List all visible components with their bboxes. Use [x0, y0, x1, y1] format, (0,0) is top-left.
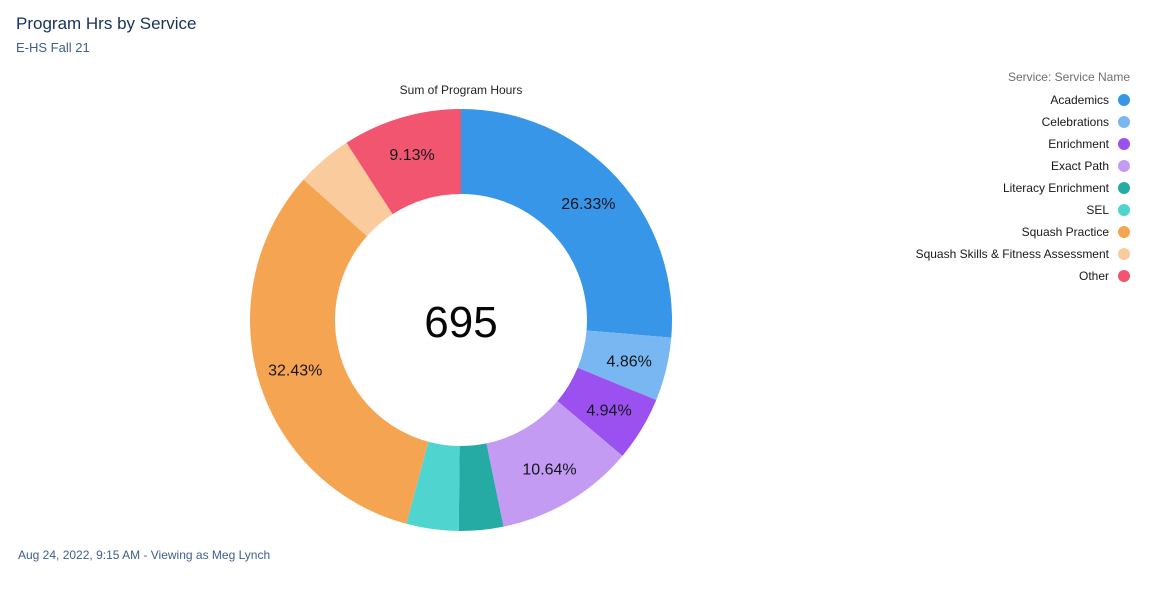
legend-label: Other — [1078, 269, 1109, 283]
legend-item[interactable]: Other — [916, 265, 1130, 287]
legend-label: Academics — [1050, 93, 1109, 107]
legend-swatch — [1118, 116, 1130, 128]
legend-title: Service: Service Name — [1007, 70, 1130, 84]
legend-item[interactable]: Enrichment — [916, 133, 1130, 155]
legend-item[interactable]: Squash Skills & Fitness Assessment — [916, 243, 1130, 265]
donut-slice-literacy-enrichment[interactable] — [458, 443, 504, 531]
legend-swatch — [1118, 138, 1130, 150]
chart-subtitle: E-HS Fall 21 — [16, 40, 90, 55]
legend-label: Enrichment — [1048, 137, 1109, 151]
donut-slice-labels: 26.33% 4.86% 4.94% 10.64% 32.43% 9.13% — [268, 147, 652, 479]
donut-slice-celebrations[interactable] — [577, 330, 672, 401]
donut-slice-other[interactable] — [346, 109, 461, 215]
slice-label: 9.13% — [389, 147, 434, 164]
legend-swatch — [1118, 182, 1130, 194]
legend-item[interactable]: Celebrations — [916, 111, 1130, 133]
donut-slice-exact-path[interactable] — [486, 401, 623, 527]
donut-slice-squash-skills-fitness-assessment[interactable] — [303, 142, 393, 237]
legend-item[interactable]: SEL — [916, 199, 1130, 221]
legend-swatch — [1118, 204, 1130, 216]
legend-label: SEL — [1086, 203, 1109, 217]
footer-timestamp: Aug 24, 2022, 9:15 AM - Viewing as Meg L… — [18, 548, 271, 562]
donut-chart: Sum of Program Hours 26.33% 4.86% 4.94% 10.… — [250, 83, 672, 531]
legend-label: Celebrations — [1041, 115, 1109, 129]
legend-item[interactable]: Exact Path — [916, 155, 1130, 177]
measure-label: Sum of Program Hours — [400, 83, 523, 97]
slice-label: 4.86% — [607, 353, 652, 370]
legend-item[interactable]: Literacy Enrichment — [916, 177, 1130, 199]
donut-slice-squash-practice[interactable] — [250, 179, 429, 524]
legend: Service: Service Name Academics Celebrati… — [916, 69, 1130, 287]
donut-slices — [250, 109, 672, 531]
legend-label: Squash Skills & Fitness Assessment — [915, 247, 1109, 261]
donut-slice-sel[interactable] — [406, 441, 460, 531]
slice-label: 4.94% — [586, 403, 631, 420]
chart-title: Program Hrs by Service — [16, 14, 197, 33]
donut-slice-enrichment[interactable] — [557, 367, 657, 456]
legend-label: Squash Practice — [1021, 225, 1109, 239]
legend-items: Academics Celebrations Enrichment Exact Pat… — [916, 89, 1130, 287]
legend-swatch — [1118, 160, 1130, 172]
legend-label: Exact Path — [1050, 159, 1109, 173]
legend-swatch — [1118, 270, 1130, 282]
slice-label: 26.33% — [561, 196, 615, 213]
slice-label: 10.64% — [522, 462, 576, 479]
legend-label: Literacy Enrichment — [1002, 181, 1109, 195]
legend-item[interactable]: Squash Practice — [916, 221, 1130, 243]
center-total: 695 — [424, 298, 497, 347]
slice-label: 32.43% — [268, 362, 322, 379]
legend-swatch — [1118, 94, 1130, 106]
legend-swatch — [1118, 248, 1130, 260]
legend-swatch — [1118, 226, 1130, 238]
donut-slice-academics[interactable] — [461, 109, 672, 338]
legend-item[interactable]: Academics — [916, 89, 1130, 111]
